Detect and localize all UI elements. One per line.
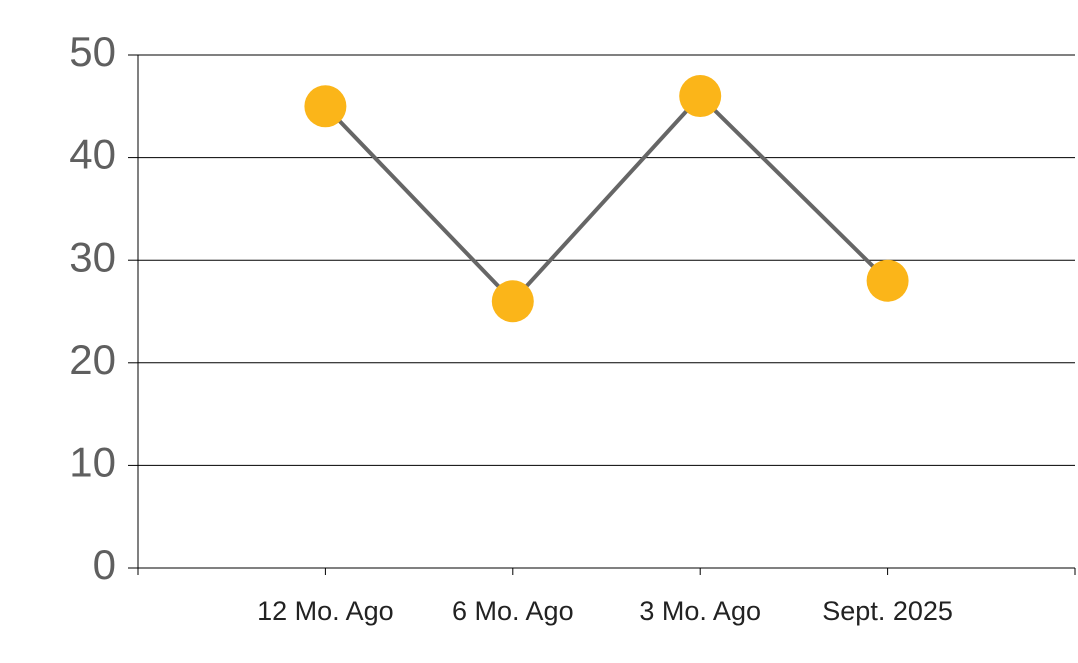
y-tick-label: 40	[69, 131, 116, 178]
point	[491, 280, 534, 323]
x-tick-label: 6 Mo. Ago	[452, 596, 574, 626]
series-line	[323, 93, 890, 305]
point	[679, 75, 722, 118]
x-tick-label: 12 Mo. Ago	[257, 596, 394, 626]
y-tick-label: 50	[69, 28, 116, 75]
x-tick-label: 3 Mo. Ago	[639, 596, 761, 626]
y-tick-label: 10	[69, 438, 116, 485]
y-tick-label: 30	[69, 233, 116, 280]
y-tick-label: 20	[69, 336, 116, 383]
point	[304, 85, 347, 128]
point	[866, 259, 909, 302]
y-tick-label: 0	[93, 541, 116, 588]
x-tick-label: Sept. 2025	[822, 596, 953, 626]
